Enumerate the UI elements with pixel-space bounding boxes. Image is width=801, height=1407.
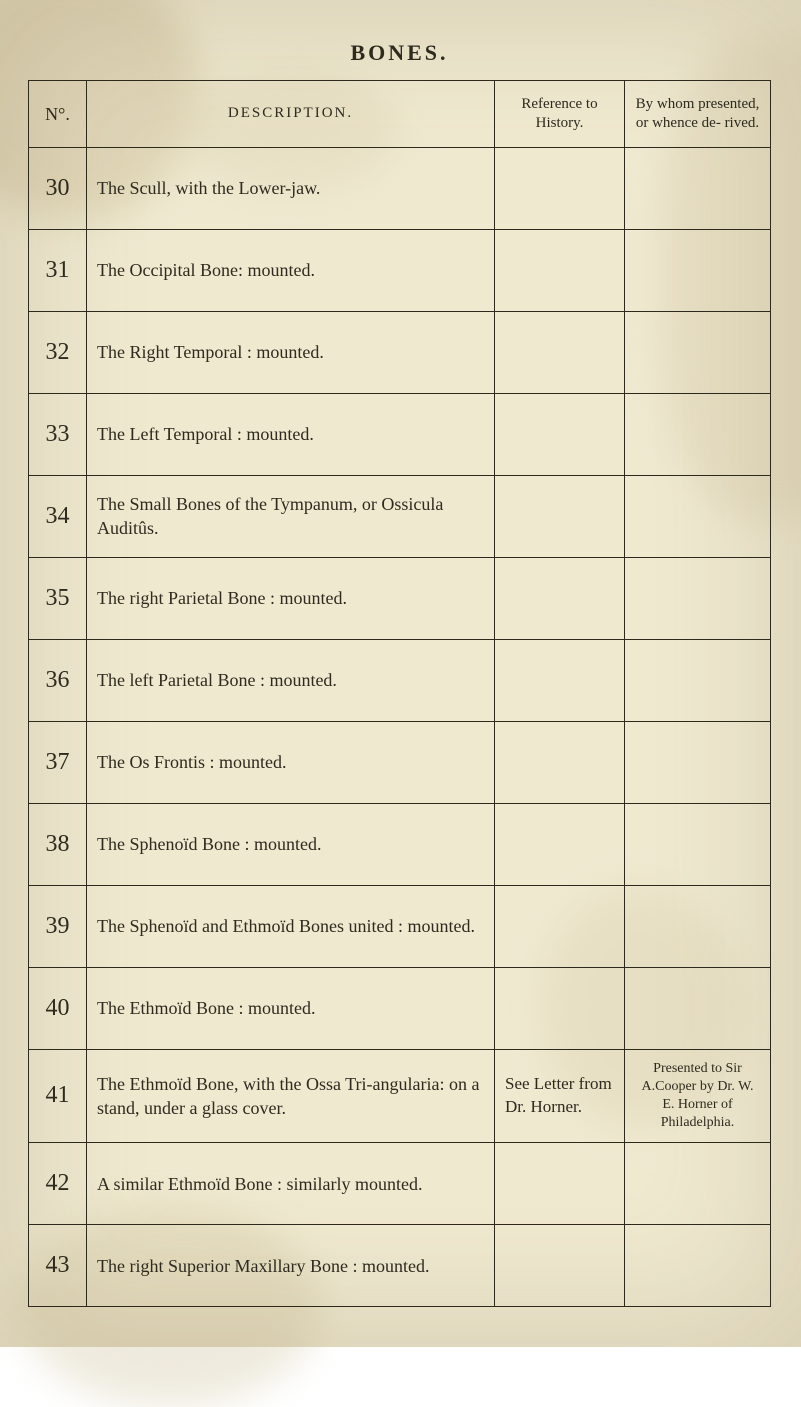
cell-number: 33: [29, 393, 87, 475]
table-row: 37The Os Frontis : mounted.: [29, 721, 771, 803]
cell-reference: [495, 311, 625, 393]
table-row: 30The Scull, with the Lower-jaw.: [29, 147, 771, 229]
cell-reference: [495, 1143, 625, 1225]
cell-by-whom: [625, 967, 771, 1049]
cell-number: 41: [29, 1049, 87, 1143]
cell-number: 34: [29, 475, 87, 557]
table-row: 35The right Parietal Bone : mounted.: [29, 557, 771, 639]
table-row: 41The Ethmoïd Bone, with the Ossa Tri-an…: [29, 1049, 771, 1143]
cell-description: The Ethmoïd Bone : mounted.: [87, 967, 495, 1049]
cell-by-whom: [625, 475, 771, 557]
table-row: 33The Left Temporal : mounted.: [29, 393, 771, 475]
cell-number: 40: [29, 967, 87, 1049]
cell-number: 37: [29, 721, 87, 803]
cell-description: The Small Bones of the Tympanum, or Ossi…: [87, 475, 495, 557]
cell-reference: [495, 393, 625, 475]
cell-by-whom: [625, 803, 771, 885]
cell-description: The Sphenoïd Bone : mounted.: [87, 803, 495, 885]
page-title: BONES.: [28, 40, 771, 66]
cell-by-whom: Presented to Sir A.Cooper by Dr. W. E. H…: [625, 1049, 771, 1143]
cell-number: 30: [29, 147, 87, 229]
cell-number: 32: [29, 311, 87, 393]
cell-reference: [495, 475, 625, 557]
cell-number: 42: [29, 1143, 87, 1225]
cell-reference: [495, 721, 625, 803]
cell-reference: [495, 147, 625, 229]
table-row: 32The Right Temporal : mounted.: [29, 311, 771, 393]
cell-reference: [495, 967, 625, 1049]
table-row: 43The right Superior Maxillary Bone : mo…: [29, 1225, 771, 1307]
table-row: 40The Ethmoïd Bone : mounted.: [29, 967, 771, 1049]
cell-description: The right Parietal Bone : mounted.: [87, 557, 495, 639]
col-header-description: DESCRIPTION.: [87, 81, 495, 148]
cell-description: The Os Frontis : mounted.: [87, 721, 495, 803]
cell-reference: [495, 639, 625, 721]
table-body: 30The Scull, with the Lower-jaw.31The Oc…: [29, 147, 771, 1307]
cell-description: The Left Temporal : mounted.: [87, 393, 495, 475]
cell-description: A similar Ethmoïd Bone : similarly mount…: [87, 1143, 495, 1225]
table-header-row: N°. DESCRIPTION. Reference to History. B…: [29, 81, 771, 148]
cell-number: 43: [29, 1225, 87, 1307]
table-row: 31The Occipital Bone: mounted.: [29, 229, 771, 311]
cell-by-whom: [625, 557, 771, 639]
cell-by-whom: [625, 147, 771, 229]
cell-by-whom: [625, 1143, 771, 1225]
table-row: 34The Small Bones of the Tympanum, or Os…: [29, 475, 771, 557]
col-header-number: N°.: [29, 81, 87, 148]
cell-reference: [495, 557, 625, 639]
cell-description: The Occipital Bone: mounted.: [87, 229, 495, 311]
table-row: 38The Sphenoïd Bone : mounted.: [29, 803, 771, 885]
cell-by-whom: [625, 229, 771, 311]
table-row: 39The Sphenoïd and Ethmoïd Bones united …: [29, 885, 771, 967]
cell-description: The Sphenoïd and Ethmoïd Bones united : …: [87, 885, 495, 967]
cell-number: 36: [29, 639, 87, 721]
cell-by-whom: [625, 311, 771, 393]
page-content: BONES. N°. DESCRIPTION. Reference to His…: [0, 0, 801, 1343]
cell-description: The left Parietal Bone : mounted.: [87, 639, 495, 721]
cell-reference: [495, 885, 625, 967]
table-row: 42A similar Ethmoïd Bone : similarly mou…: [29, 1143, 771, 1225]
cell-reference: [495, 1225, 625, 1307]
cell-by-whom: [625, 1225, 771, 1307]
cell-description: The right Superior Maxillary Bone : moun…: [87, 1225, 495, 1307]
bones-table: N°. DESCRIPTION. Reference to History. B…: [28, 80, 771, 1307]
table-row: 36The left Parietal Bone : mounted.: [29, 639, 771, 721]
col-header-by-whom: By whom presented, or whence de- rived.: [625, 81, 771, 148]
cell-description: The Scull, with the Lower-jaw.: [87, 147, 495, 229]
cell-description: The Right Temporal : mounted.: [87, 311, 495, 393]
col-header-reference: Reference to History.: [495, 81, 625, 148]
cell-reference: [495, 803, 625, 885]
cell-number: 39: [29, 885, 87, 967]
cell-by-whom: [625, 721, 771, 803]
cell-reference: [495, 229, 625, 311]
cell-description: The Ethmoïd Bone, with the Ossa Tri-angu…: [87, 1049, 495, 1143]
cell-number: 35: [29, 557, 87, 639]
cell-number: 31: [29, 229, 87, 311]
cell-reference: See Letter from Dr. Horner.: [495, 1049, 625, 1143]
cell-by-whom: [625, 639, 771, 721]
cell-by-whom: [625, 885, 771, 967]
cell-number: 38: [29, 803, 87, 885]
cell-by-whom: [625, 393, 771, 475]
